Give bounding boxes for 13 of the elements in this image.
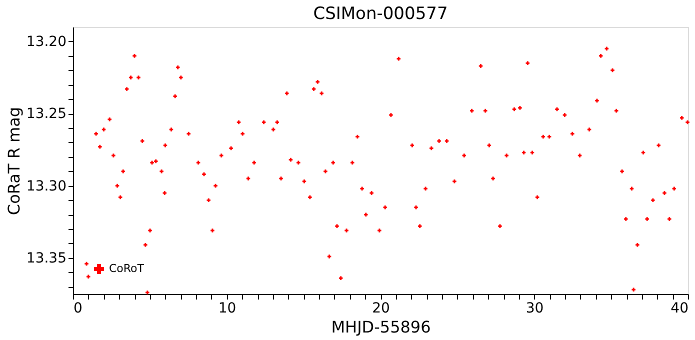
chart-title: CSIMon-000577 [313,4,448,24]
legend-label: CoRoT [109,262,144,275]
y-tick-label: 13.30 [26,178,66,194]
x-tick-label: 0 [74,300,82,316]
x-axis-title: MHJD-55896 [331,318,431,336]
y-tick-label: 13.35 [26,250,66,266]
y-axis-title: CoRaT R mag [4,106,24,216]
y-tick-label: 13.25 [26,106,66,122]
x-tick-label: 10 [218,300,236,316]
x-tick-label: 20 [372,300,390,316]
y-tick-label: 13.20 [26,34,66,50]
x-tick-label: 40 [670,300,688,316]
x-tick-label: 30 [526,300,544,316]
